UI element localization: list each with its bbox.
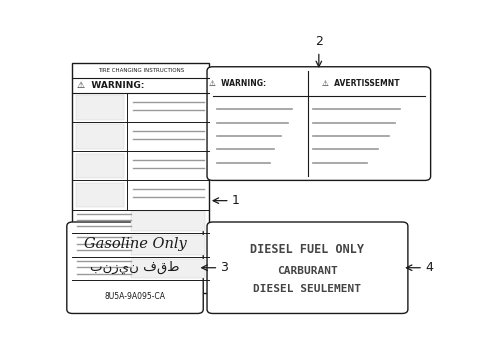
Text: 3: 3	[220, 261, 228, 274]
Text: DIESEL FUEL ONLY: DIESEL FUEL ONLY	[250, 243, 364, 256]
FancyBboxPatch shape	[75, 95, 124, 120]
FancyBboxPatch shape	[75, 125, 124, 149]
FancyBboxPatch shape	[206, 222, 407, 314]
Text: 2: 2	[314, 35, 322, 48]
FancyBboxPatch shape	[72, 63, 208, 293]
Text: TIRE CHANGING INSTRUCTIONS: TIRE CHANGING INSTRUCTIONS	[98, 68, 183, 73]
Text: ⚠  AVERTISSEMNT: ⚠ AVERTISSEMNT	[321, 79, 399, 88]
FancyBboxPatch shape	[67, 222, 203, 314]
Text: 8U5A-9A095-CA: 8U5A-9A095-CA	[104, 292, 165, 301]
Text: 1: 1	[231, 194, 239, 207]
FancyBboxPatch shape	[131, 211, 205, 231]
Text: 4: 4	[424, 261, 432, 274]
FancyBboxPatch shape	[75, 183, 124, 207]
FancyBboxPatch shape	[75, 153, 124, 178]
FancyBboxPatch shape	[131, 258, 205, 278]
FancyBboxPatch shape	[206, 67, 430, 180]
FancyBboxPatch shape	[131, 235, 205, 255]
Text: ⚠  WARNING:: ⚠ WARNING:	[208, 79, 265, 88]
Text: ⚠  WARNING:: ⚠ WARNING:	[77, 81, 144, 90]
Text: Gasoline Only: Gasoline Only	[83, 238, 186, 251]
Text: CARBURANT: CARBURANT	[277, 266, 337, 276]
Text: بنزين فقط: بنزين فقط	[90, 261, 180, 274]
Text: DIESEL SEULEMENT: DIESEL SEULEMENT	[253, 284, 361, 293]
